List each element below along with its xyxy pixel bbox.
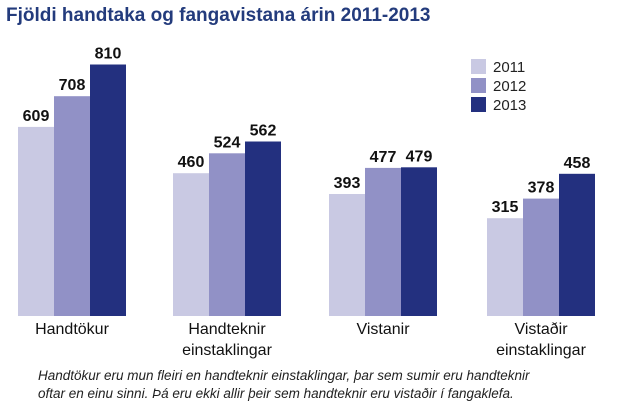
value-label-2011-0: 609	[23, 108, 50, 125]
bar-2012-2	[365, 167, 401, 316]
category-label-1-1: einstaklingar	[182, 342, 273, 359]
value-label-2012-1: 524	[214, 134, 241, 151]
bar-2011-2	[329, 194, 365, 316]
value-label-2013-1: 562	[250, 123, 277, 140]
legend-label-2012: 2012	[493, 78, 526, 95]
value-label-2012-3: 378	[528, 180, 555, 197]
bars-layer	[18, 64, 595, 317]
category-label-1-0: Handteknir	[188, 321, 266, 338]
bar-2013-3	[559, 173, 595, 316]
bar-2013-1	[245, 141, 281, 316]
bar-2013-2	[401, 167, 437, 316]
legend-label-2013: 2013	[493, 97, 526, 114]
category-label-2-0: Vistanir	[356, 321, 410, 338]
value-label-2012-0: 708	[59, 77, 86, 94]
category-label-3-1: einstaklingar	[496, 342, 587, 359]
legend: 2011 2012 2013	[471, 59, 526, 114]
caption-line-2: oftar en einu sinni. Þá eru ekki allir þ…	[38, 386, 514, 401]
bar-2011-0	[18, 126, 54, 317]
bar-2011-3	[487, 218, 523, 316]
legend-label-2011: 2011	[493, 59, 525, 76]
value-label-2011-3: 315	[492, 199, 519, 216]
category-label-3-0: Vistaðir	[514, 321, 568, 338]
chart-caption: Handtökur eru mun fleiri en handteknir e…	[38, 367, 628, 403]
legend-swatch-2013	[471, 97, 486, 112]
value-label-2013-3: 458	[564, 155, 591, 172]
value-label-2013-0: 810	[95, 46, 122, 63]
value-label-2011-1: 460	[178, 154, 205, 171]
bar-2011-1	[173, 173, 209, 316]
bar-2013-0	[90, 64, 126, 316]
bar-chart: 609 460 393 315 708 524 477 378 810 562 479 458 Han…	[18, 46, 595, 359]
legend-swatch-2012	[471, 78, 486, 93]
value-labels-layer: 609 460 393 315 708 524 477 378 810 562 479 458	[23, 46, 591, 217]
value-label-2011-2: 393	[334, 175, 361, 192]
value-label-2012-2: 477	[370, 149, 397, 166]
category-labels-layer: Handtökur Handteknir einstaklingar Vistanir…	[35, 321, 587, 359]
chart-title: Fjöldi handtaka og fangavistana árin 201…	[6, 5, 431, 26]
bar-2012-1	[209, 153, 245, 316]
category-label-0-0: Handtökur	[35, 321, 109, 338]
legend-swatch-2011	[471, 59, 486, 74]
caption-line-1: Handtökur eru mun fleiri en handteknir e…	[38, 368, 530, 383]
bar-2012-3	[523, 198, 559, 316]
bar-2012-0	[54, 96, 90, 316]
value-label-2013-2: 479	[406, 148, 433, 165]
